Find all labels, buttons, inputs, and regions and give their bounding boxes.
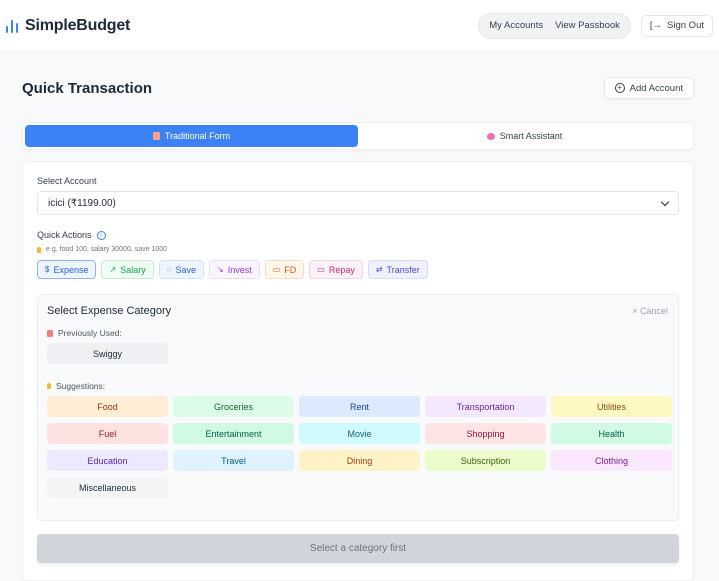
memo-icon: [47, 329, 53, 337]
category-groceries[interactable]: Groceries: [173, 396, 294, 417]
transaction-form: Select Account icici (₹1199.00) Quick Ac…: [22, 161, 694, 581]
banknote-icon: ▭: [272, 265, 281, 274]
category-title: Select Expense Category: [47, 305, 172, 317]
action-label: Salary: [120, 264, 146, 275]
category-clothing[interactable]: Clothing: [551, 450, 672, 471]
invest-button[interactable]: ↘ Invest: [208, 260, 260, 279]
chat-info-icon[interactable]: i: [96, 230, 106, 240]
category-fuel[interactable]: Fuel: [47, 423, 168, 444]
category-picker: Select Expense Category × Cancel Previou…: [37, 294, 679, 521]
transfer-button[interactable]: ⇄ Transfer: [367, 260, 428, 279]
sign-out-icon: [→: [649, 20, 663, 31]
category-food[interactable]: Food: [47, 396, 168, 417]
quick-actions-hint: e.g. food 100, salary 30000, save 1000: [46, 246, 168, 253]
account-select[interactable]: icici (₹1199.00): [37, 191, 679, 215]
submit-button[interactable]: Select a category first: [37, 534, 679, 563]
nav-view-passbook[interactable]: View Passbook: [555, 20, 620, 31]
add-account-label: Add Account: [629, 82, 683, 94]
brand[interactable]: SimpleBudget: [6, 17, 130, 35]
piggy-bank-icon: ◌: [166, 265, 172, 274]
category-dining[interactable]: Dining: [299, 450, 420, 471]
repay-button[interactable]: ▭ Repay: [309, 260, 363, 279]
page-title: Quick Transaction: [22, 79, 153, 97]
brain-icon: [486, 132, 495, 140]
mode-tabs: Traditional Form Smart Assistant: [22, 122, 694, 150]
suggestion-grid: Food Groceries Rent Transportation Utili…: [47, 396, 672, 498]
bar-chart-icon: [6, 19, 18, 33]
category-education[interactable]: Education: [47, 450, 168, 471]
category-entertainment[interactable]: Entertainment: [173, 423, 294, 444]
brand-name: SimpleBudget: [25, 16, 131, 34]
quick-actions-label: Quick Actions: [37, 230, 92, 240]
plus-circle-icon: +: [614, 83, 625, 93]
lightbulb-icon: [37, 246, 41, 253]
transfer-arrows-icon: ⇄: [375, 265, 383, 274]
category-movie[interactable]: Movie: [299, 423, 420, 444]
category-swiggy[interactable]: Swiggy: [47, 343, 168, 364]
category-rent[interactable]: Rent: [299, 396, 420, 417]
salary-button[interactable]: ↗ Salary: [101, 260, 154, 279]
category-miscellaneous[interactable]: Miscellaneous: [47, 477, 168, 498]
category-transportation[interactable]: Transportation: [425, 396, 546, 417]
category-subscription[interactable]: Subscription: [425, 450, 546, 471]
category-health[interactable]: Health: [551, 423, 672, 444]
account-value: icici (₹1199.00): [48, 197, 116, 209]
save-button[interactable]: ◌ Save: [158, 260, 204, 279]
account-label: Select Account: [37, 176, 97, 186]
suggestions-label: Suggestions:: [56, 381, 106, 391]
tab-label: Smart Assistant: [499, 131, 563, 141]
trending-down-icon: ↘: [216, 265, 224, 274]
credit-card-icon: ▭: [317, 265, 325, 274]
action-label: Transfer: [386, 264, 420, 275]
previously-used-label: Previously Used:: [58, 328, 122, 338]
document-icon: [152, 132, 160, 140]
add-account-button[interactable]: + Add Account: [603, 77, 694, 99]
nav-my-accounts[interactable]: My Accounts: [489, 20, 544, 31]
app-header: SimpleBudget My Accounts View Passbook […: [0, 0, 719, 52]
fd-button[interactable]: ▭ FD: [264, 260, 305, 279]
quick-actions: $ Expense ↗ Salary ◌ Save ↘ Invest ▭ FD ▭ Repa…: [37, 260, 679, 279]
lightbulb-icon: [47, 383, 51, 389]
category-utilities[interactable]: Utilities: [551, 396, 672, 417]
nav-pill: My Accounts View Passbook: [478, 12, 631, 39]
tab-label: Traditional Form: [164, 131, 231, 141]
action-label: Invest: [227, 264, 252, 275]
action-label: Repay: [328, 264, 355, 275]
action-label: Expense: [53, 264, 89, 275]
category-shopping[interactable]: Shopping: [425, 423, 546, 444]
dollar-icon: $: [45, 265, 50, 274]
action-label: Save: [175, 264, 196, 275]
tab-traditional-form[interactable]: Traditional Form: [25, 125, 358, 147]
sign-out-button[interactable]: [→ Sign Out: [640, 14, 713, 37]
tab-smart-assistant[interactable]: Smart Assistant: [358, 125, 691, 147]
category-travel[interactable]: Travel: [173, 450, 294, 471]
sign-out-label: Sign Out: [667, 20, 704, 31]
chevron-down-icon: [660, 197, 670, 206]
action-label: FD: [284, 264, 297, 275]
trending-up-icon: ↗: [109, 265, 117, 274]
cancel-button[interactable]: × Cancel: [632, 306, 668, 316]
expense-button[interactable]: $ Expense: [37, 260, 97, 279]
